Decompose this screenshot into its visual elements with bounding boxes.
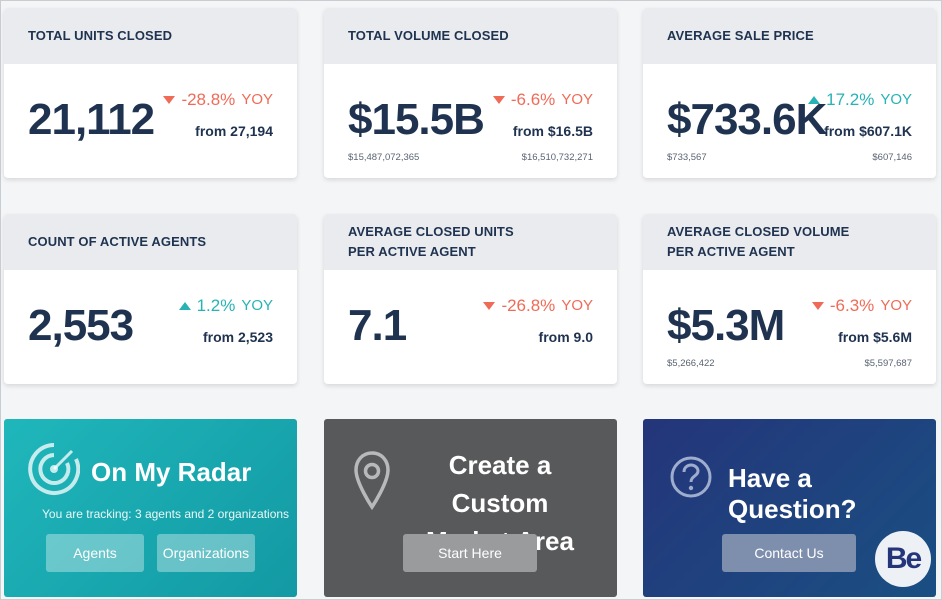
metric-from: from 27,194: [195, 123, 273, 139]
metric-change: 17.2% YOY: [808, 90, 912, 110]
metric-sub-current: $733,567: [667, 152, 707, 163]
question-title: Have a Question?: [728, 463, 857, 524]
metric-title: AVERAGE CLOSED UNITS PER ACTIVE AGENT: [324, 214, 617, 270]
brand-logo: Be: [875, 531, 931, 587]
triangle-down-icon: [163, 96, 176, 104]
metric-change: -26.8% YOY: [483, 296, 593, 316]
radar-title: On My Radar: [91, 457, 252, 487]
metric-change: -6.3% YOY: [811, 296, 912, 316]
triangle-up-icon: [178, 302, 191, 310]
metric-sub-previous: $5,597,687: [864, 358, 912, 369]
metric-sub-current: $5,266,422: [667, 358, 715, 369]
map-pin-icon: [352, 449, 392, 513]
metric-value: 2,553: [28, 301, 134, 350]
metric-card-average-sale-price: AVERAGE SALE PRICE $733.6K 17.2% YOY from…: [643, 8, 936, 178]
metric-sub-previous: $607,146: [872, 152, 912, 163]
metric-card-total-units: TOTAL UNITS CLOSED 21,112 -28.8% YOY from…: [4, 8, 297, 178]
metric-from: from 9.0: [538, 329, 593, 345]
custom-market-panel: Create a Custom Market Area Start Here: [324, 419, 617, 597]
on-my-radar-panel: On My Radar You are tracking: 3 agents a…: [4, 419, 297, 597]
metric-card-active-agents: COUNT OF ACTIVE AGENTS 2,553 1.2% YOY fro…: [4, 214, 297, 384]
metric-value: $5.3M: [667, 301, 785, 350]
metric-value: $733.6K: [667, 95, 827, 144]
start-here-button[interactable]: Start Here: [403, 534, 537, 572]
metric-change: -28.8% YOY: [163, 90, 273, 110]
metric-card-avg-closed-units: AVERAGE CLOSED UNITS PER ACTIVE AGENT 7.1…: [324, 214, 617, 384]
metric-value: 7.1: [348, 301, 407, 350]
metric-title: TOTAL VOLUME CLOSED: [324, 8, 617, 64]
agents-button[interactable]: Agents: [46, 534, 144, 572]
metric-title: AVERAGE SALE PRICE: [643, 8, 936, 64]
radar-icon: [28, 441, 80, 503]
metric-change: -6.6% YOY: [492, 90, 593, 110]
metric-change: 1.2% YOY: [178, 296, 273, 316]
triangle-down-icon: [811, 302, 824, 310]
metric-from: from $16.5B: [512, 123, 593, 139]
tracking-text: You are tracking: 3 agents and 2 organiz…: [42, 507, 290, 521]
triangle-up-icon: [808, 96, 821, 104]
metric-title: COUNT OF ACTIVE AGENTS: [4, 214, 297, 270]
metric-value: 21,112: [28, 95, 155, 144]
metric-title: AVERAGE CLOSED VOLUME PER ACTIVE AGENT: [643, 214, 936, 270]
metric-sub-previous: $16,510,732,271: [521, 152, 593, 163]
triangle-down-icon: [492, 96, 505, 104]
metric-card-avg-closed-volume: AVERAGE CLOSED VOLUME PER ACTIVE AGENT $5…: [643, 214, 936, 384]
metric-from: from $607.1K: [824, 123, 912, 139]
metric-card-total-volume: TOTAL VOLUME CLOSED $15.5B -6.6% YOY from…: [324, 8, 617, 178]
question-circle-icon: [669, 455, 713, 499]
metric-value: $15.5B: [348, 95, 485, 144]
have-a-question-panel: Have a Question? Contact Us: [643, 419, 936, 597]
contact-us-button[interactable]: Contact Us: [722, 534, 856, 572]
metric-sub-current: $15,487,072,365: [348, 152, 420, 163]
organizations-button[interactable]: Organizations: [157, 534, 255, 572]
metric-from: from $5.6M: [838, 329, 912, 345]
triangle-down-icon: [483, 302, 496, 310]
metric-title: TOTAL UNITS CLOSED: [4, 8, 297, 64]
metric-from: from 2,523: [202, 329, 273, 345]
